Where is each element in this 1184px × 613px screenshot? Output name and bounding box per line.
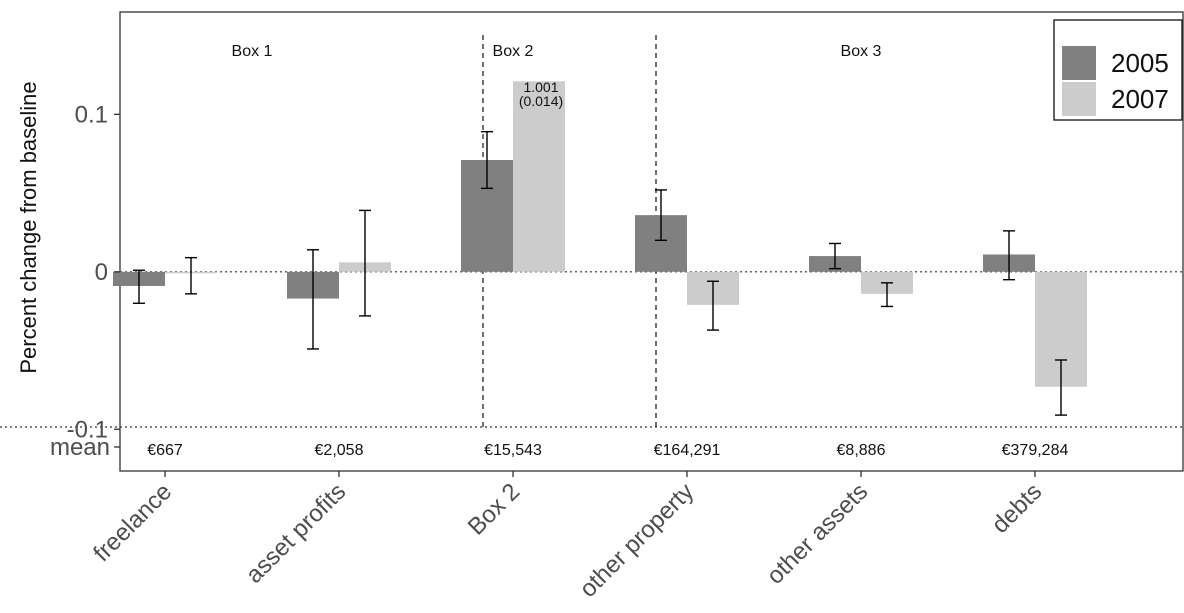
mean-row-label: mean	[50, 434, 110, 461]
y-tick-label: 0	[95, 259, 108, 286]
legend: 2005 2007	[1053, 19, 1183, 121]
error-bar-box-2-2005	[481, 130, 493, 190]
error-bar-freelance-2007	[185, 256, 197, 295]
error-bar-debts-2005	[1003, 230, 1015, 281]
error-bar-asset-profits-2005	[307, 249, 319, 350]
x-tick-label-box-2: Box 2	[463, 478, 525, 540]
annotation-value: 1.001	[523, 79, 558, 95]
legend-swatch-2005	[1062, 46, 1096, 80]
mean-value-other-assets: €8,886	[837, 442, 886, 459]
error-bars	[133, 130, 1067, 416]
x-tick-label-debts: debts	[987, 478, 1048, 539]
error-bar-other-property-2007	[707, 280, 719, 331]
group-label-box-1: Box 1	[232, 43, 273, 60]
legend-label-2007: 2007	[1111, 84, 1169, 114]
error-bar-freelance-2005	[133, 269, 145, 305]
error-bar-other-assets-2007	[881, 282, 893, 308]
annotation-se: (0.014)	[519, 93, 563, 109]
mean-value-other-property: €164,291	[654, 442, 721, 459]
error-bar-other-property-2005	[655, 189, 667, 242]
x-tick-label-other-property: other property	[574, 478, 699, 603]
x-tick-label-asset-profits: asset profits	[241, 478, 352, 589]
mean-value-asset-profits: €2,058	[315, 442, 364, 459]
error-bar-other-assets-2005	[829, 242, 841, 270]
group-label-box-3: Box 3	[841, 43, 882, 60]
mean-value-freelance: €667	[147, 442, 183, 459]
legend-label-2005: 2005	[1111, 48, 1169, 78]
error-bar-asset-profits-2007	[359, 209, 371, 317]
chart-text: Percent change from baseline mean 1.001 …	[16, 43, 1068, 461]
x-tick-label-freelance: freelance	[88, 478, 177, 567]
legend-swatch-2007	[1062, 82, 1096, 116]
group-label-box-2: Box 2	[493, 43, 534, 60]
y-tick-label: -0.1	[67, 416, 108, 443]
mean-value-debts: €379,284	[1002, 442, 1069, 459]
x-tick-label-other-assets: other assets	[762, 478, 874, 590]
error-bar-debts-2007	[1055, 359, 1067, 416]
y-axis-label: Percent change from baseline	[16, 81, 41, 373]
y-tick-label: 0.1	[75, 101, 108, 128]
mean-value-box-2: €15,543	[484, 442, 542, 459]
bar-box-2-2007	[513, 81, 565, 272]
